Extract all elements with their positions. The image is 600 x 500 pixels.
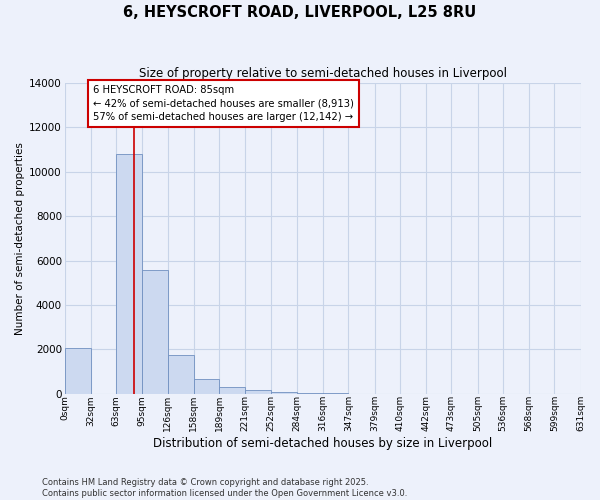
Title: Size of property relative to semi-detached houses in Liverpool: Size of property relative to semi-detach…	[139, 68, 506, 80]
X-axis label: Distribution of semi-detached houses by size in Liverpool: Distribution of semi-detached houses by …	[153, 437, 492, 450]
Text: 6, HEYSCROFT ROAD, LIVERPOOL, L25 8RU: 6, HEYSCROFT ROAD, LIVERPOOL, L25 8RU	[124, 5, 476, 20]
Bar	[245, 390, 271, 394]
Bar	[219, 387, 245, 394]
Text: Contains HM Land Registry data © Crown copyright and database right 2025.
Contai: Contains HM Land Registry data © Crown c…	[42, 478, 407, 498]
Text: 6 HEYSCROFT ROAD: 85sqm
← 42% of semi-detached houses are smaller (8,913)
57% of: 6 HEYSCROFT ROAD: 85sqm ← 42% of semi-de…	[94, 86, 354, 122]
Bar	[271, 392, 297, 394]
Y-axis label: Number of semi-detached properties: Number of semi-detached properties	[15, 142, 25, 335]
Bar	[297, 393, 323, 394]
Bar	[194, 379, 219, 394]
Bar	[116, 154, 142, 394]
Bar	[65, 348, 91, 394]
Bar	[142, 270, 167, 394]
Bar	[167, 355, 194, 394]
